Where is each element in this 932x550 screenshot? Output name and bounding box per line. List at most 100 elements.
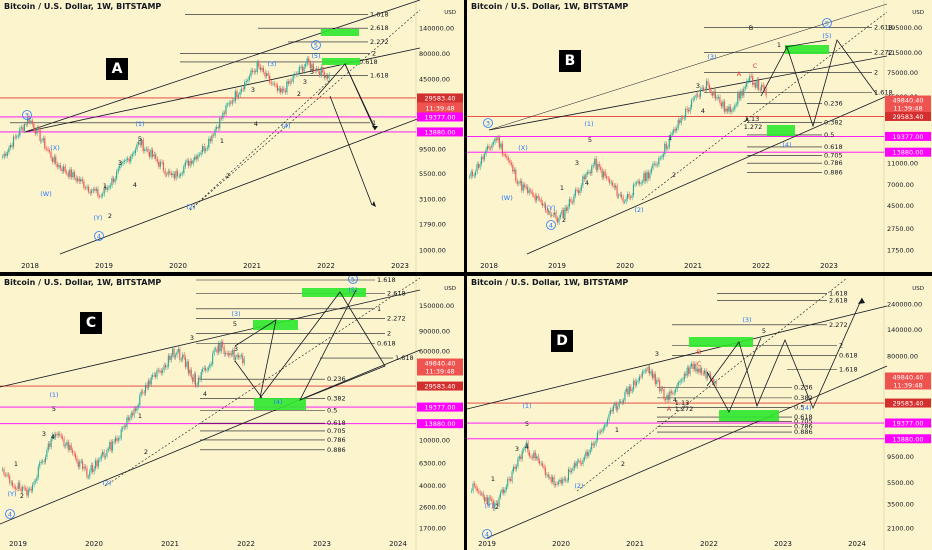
candle-body (689, 366, 691, 374)
candle-body (677, 120, 679, 128)
candle-body (37, 466, 39, 478)
y-tick-label: 4500.00 (887, 202, 914, 210)
axis-unit-label: USD (912, 10, 924, 16)
fib-level-label: 0.236 (794, 384, 813, 392)
candle-body (184, 162, 186, 167)
x-tick-label: 2021 (626, 540, 644, 548)
candle-body (673, 392, 675, 394)
candle-body (186, 160, 188, 163)
fib-level-label: 0.618 (359, 58, 378, 66)
candle-body (137, 405, 139, 408)
chart-panel-c[interactable]: 150000.00 90000.00 60000.00 29583.40 19377.0… (0, 276, 464, 550)
count-label: 5 (525, 420, 529, 428)
wave-label: (4) (273, 398, 282, 406)
candle-body (63, 438, 65, 447)
candle-body (667, 395, 669, 400)
candle-body (740, 91, 742, 99)
candle-body (173, 173, 175, 179)
count-label: 3 (575, 159, 579, 167)
candle-body (189, 369, 191, 374)
candle-body (656, 164, 658, 166)
chart-canvas-a[interactable]: 140000.00 80000.00 45000.00 29583.40 19377.0… (0, 0, 464, 272)
candle-body (47, 148, 49, 151)
candle-body (640, 182, 642, 184)
candle-body (194, 156, 196, 161)
candle-body (230, 353, 232, 355)
candle-body (131, 154, 133, 157)
trend-line (189, 9, 421, 211)
y-tick-label: 5500.00 (887, 479, 914, 487)
candle-body (702, 373, 704, 375)
candle-body (207, 367, 209, 370)
candle-body (159, 161, 161, 167)
count-label: 1.13 (675, 399, 689, 407)
candle-body (311, 64, 313, 69)
x-tick-label: 2018 (21, 262, 39, 270)
candle-body (278, 88, 280, 91)
chart-canvas-d[interactable]: 240000.00 140000.00 80000.00 49840.40 29583.… (467, 276, 932, 550)
candle-body (615, 185, 617, 188)
candle-body (195, 156, 197, 160)
candle-body (765, 89, 767, 96)
candle-body (507, 157, 509, 161)
y-tick-label: 3100.00 (419, 196, 446, 204)
candle-body (19, 128, 21, 136)
level-tag-19377-bg (417, 112, 463, 122)
candle-body (553, 212, 556, 215)
candle-body (662, 388, 664, 390)
fib-level-label: 2.618 (874, 23, 893, 31)
candle-body (528, 452, 530, 457)
candle-body (109, 442, 111, 449)
candle-body (701, 87, 703, 90)
candle-body (120, 429, 122, 438)
candle-body (32, 484, 34, 491)
candle-body (618, 195, 620, 197)
candle-body (59, 165, 61, 169)
candle-body (323, 72, 325, 79)
candle-body (55, 156, 57, 164)
candle-body (212, 353, 214, 365)
candle-body (237, 355, 239, 358)
trend-line (59, 117, 421, 255)
target-zone (689, 337, 753, 347)
y-tick-label: 1000.00 (419, 247, 446, 255)
candle-body (627, 388, 629, 395)
candle-body (16, 136, 18, 138)
candle-body (491, 498, 493, 502)
candle-body (533, 452, 535, 459)
candle-body (236, 355, 238, 358)
candle-body (79, 461, 81, 468)
x-tick-label: 2019 (478, 540, 496, 548)
wave-label: 4 (8, 511, 12, 519)
candle-body (588, 172, 590, 173)
candle-body (309, 62, 311, 69)
trend-line (526, 95, 888, 255)
chart-panel-a[interactable]: 140000.00 80000.00 45000.00 29583.40 19377.0… (0, 0, 464, 272)
trend-line (488, 55, 888, 131)
count-label: 4 (133, 181, 137, 189)
x-tick-label: 2020 (85, 540, 103, 548)
candle-body (255, 71, 257, 73)
chart-canvas-b[interactable]: 195000.00115000.0075000.0045000.0029583.… (467, 0, 932, 272)
candle-body (145, 148, 147, 150)
candle-body (570, 470, 572, 472)
candle-body (527, 442, 529, 453)
candle-body (217, 343, 219, 353)
candle-body (622, 197, 624, 202)
candle-body (42, 461, 44, 463)
candle-body (500, 143, 502, 148)
chart-canvas-c[interactable]: 150000.00 90000.00 60000.00 29583.40 19377.0… (0, 276, 464, 550)
chart-panel-d[interactable]: 240000.00 140000.00 80000.00 49840.40 29583.… (467, 276, 932, 550)
fib-level-label: 2.618 (829, 296, 848, 304)
candle-body (701, 368, 703, 374)
candle-body (698, 95, 700, 97)
candle-body (34, 129, 36, 134)
chart-panel-b[interactable]: 195000.00115000.0075000.0045000.0029583.… (467, 0, 932, 272)
candle-body (283, 88, 285, 91)
candle-body (521, 450, 523, 460)
candle-body (549, 210, 551, 216)
fib-level-label: 0.382 (327, 395, 346, 403)
candle-body (326, 75, 329, 79)
y-tick-label: 80000.00 (419, 50, 450, 58)
candle-body (197, 377, 199, 385)
